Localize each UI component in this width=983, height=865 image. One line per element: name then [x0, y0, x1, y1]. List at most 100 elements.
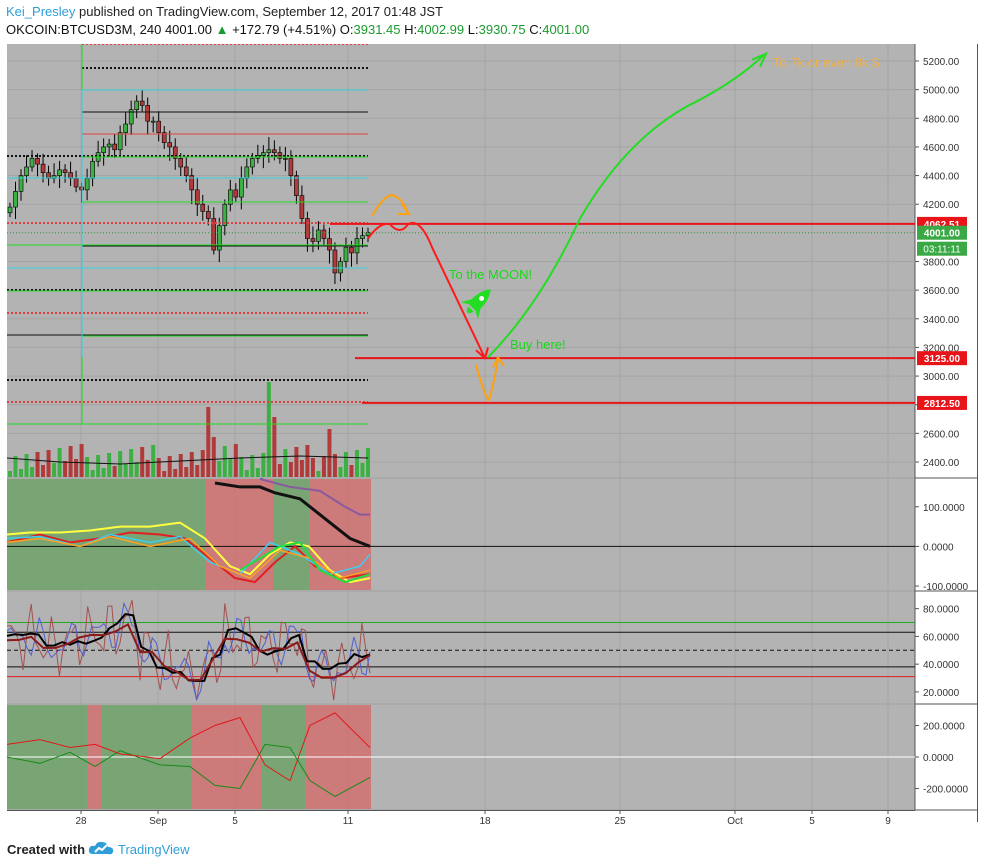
price-badge — [917, 351, 967, 366]
annotation-moon: To the MOON! — [449, 267, 532, 282]
close-value: 4001.00 — [542, 22, 590, 37]
candle-body — [123, 123, 128, 133]
chart-canvas[interactable]: 5200.00 5000.00 4800.00 4600.00 4400.00 4200.… — [0, 44, 983, 836]
volume-bar — [8, 471, 12, 477]
up-triangle-icon: ▲ — [215, 22, 229, 37]
annotation-target: To 7k or even 8k $ — [773, 55, 880, 70]
candle-body — [29, 158, 35, 168]
y-tick-label: 3600.00 — [923, 286, 960, 297]
candle-body — [205, 211, 211, 219]
rocket-window — [479, 295, 485, 301]
x-tick-label: 5 — [809, 816, 815, 827]
volume-bar — [354, 450, 359, 477]
tradingview-brand-link[interactable]: TradingView — [118, 842, 190, 857]
candle-body — [239, 178, 244, 198]
candle-body — [283, 158, 288, 160]
oscillator-1-line — [259, 478, 370, 516]
y-tick-label: 4600.00 — [923, 143, 960, 154]
candle-body — [156, 120, 162, 133]
candle-body — [161, 132, 167, 143]
volume-bar — [195, 465, 200, 477]
y-tick-label: 60.0000 — [923, 632, 960, 643]
volume-bar — [261, 453, 266, 477]
candle-body — [194, 189, 200, 205]
oscillator-3-line — [6, 743, 371, 797]
volume-bar — [321, 456, 326, 477]
author-link[interactable]: Kei_Presley — [6, 4, 76, 19]
volume-bar — [283, 449, 288, 477]
bearish-region — [205, 479, 273, 590]
y-tick-label: 2600.00 — [923, 429, 960, 440]
candle-body — [216, 225, 222, 251]
oscillator-3-line — [6, 712, 371, 782]
price-badge — [917, 395, 967, 410]
price-badge-label: 4062.51 — [924, 220, 961, 231]
candle-body — [321, 229, 327, 239]
candle-body — [288, 158, 294, 176]
candle-body — [233, 189, 239, 198]
close-label: C: — [529, 22, 543, 37]
open-value: 3931.45 — [353, 22, 401, 37]
candle-body — [316, 229, 321, 242]
chart-header: Kei_Presley published on TradingView.com… — [0, 0, 983, 44]
candle-body — [112, 143, 117, 151]
volume-bar — [24, 454, 29, 477]
candle-body — [134, 100, 139, 110]
candle-body — [272, 149, 277, 153]
green-projection-path — [487, 53, 766, 359]
volume-bar — [178, 454, 183, 477]
volume-bar — [239, 457, 244, 477]
price-change: +172.79 (+4.51%) — [232, 22, 337, 37]
volume-bar — [343, 452, 348, 477]
y-tick-label: 20.0000 — [923, 688, 960, 699]
open-label: O: — [339, 22, 354, 37]
created-with-label: Created with — [7, 842, 86, 857]
y-tick-label: 0.0000 — [923, 753, 954, 764]
volume-bar — [366, 448, 370, 477]
candle-body — [172, 146, 178, 159]
candle-body — [35, 158, 40, 165]
time-axis-border — [7, 810, 915, 811]
y-tick-label: 3000.00 — [923, 372, 960, 383]
candle-body — [178, 158, 184, 168]
candle-body — [338, 261, 343, 274]
candle-body — [84, 178, 90, 191]
pane-1-background — [7, 44, 915, 477]
volume-bar — [349, 465, 354, 477]
candle-body — [343, 246, 349, 262]
volume-bar — [151, 445, 156, 477]
price-badge-label: 2812.50 — [924, 399, 961, 410]
candle-body — [327, 238, 332, 251]
candle-body — [349, 246, 354, 254]
publish-line: Kei_Presley published on TradingView.com… — [6, 4, 443, 19]
annotation-buy: Buy here! — [510, 337, 566, 352]
volume-average-line — [6, 455, 369, 465]
volume-bar — [112, 466, 117, 477]
y-tick-label: 4200.00 — [923, 200, 960, 211]
last-price: 4001.00 — [164, 22, 212, 37]
y-tick-label: 5000.00 — [923, 86, 960, 97]
volume-bar — [200, 450, 205, 477]
volume-bar — [184, 467, 189, 477]
volume-bar — [189, 452, 194, 477]
volume-bar — [228, 459, 233, 477]
candle-body — [18, 175, 24, 192]
volume-bar — [85, 457, 90, 477]
volume-bar — [332, 454, 337, 477]
candle-body — [332, 249, 338, 274]
volume-bar — [140, 447, 145, 477]
volume-bar — [299, 460, 304, 477]
y-tick-label: 0.0000 — [923, 542, 954, 553]
volume-bar — [35, 452, 40, 477]
candle-body — [73, 178, 79, 188]
rocket-body — [468, 289, 491, 312]
y-tick-label: -100.0000 — [923, 582, 968, 593]
high-value: 4002.99 — [417, 22, 465, 37]
candle-body — [90, 160, 95, 179]
volume-bar — [134, 462, 139, 477]
candle-body — [150, 120, 156, 123]
x-tick-label: 5 — [232, 816, 238, 827]
candle-body — [145, 105, 150, 122]
volume-bar — [101, 468, 106, 477]
price-badge-label: 3125.00 — [924, 354, 961, 365]
